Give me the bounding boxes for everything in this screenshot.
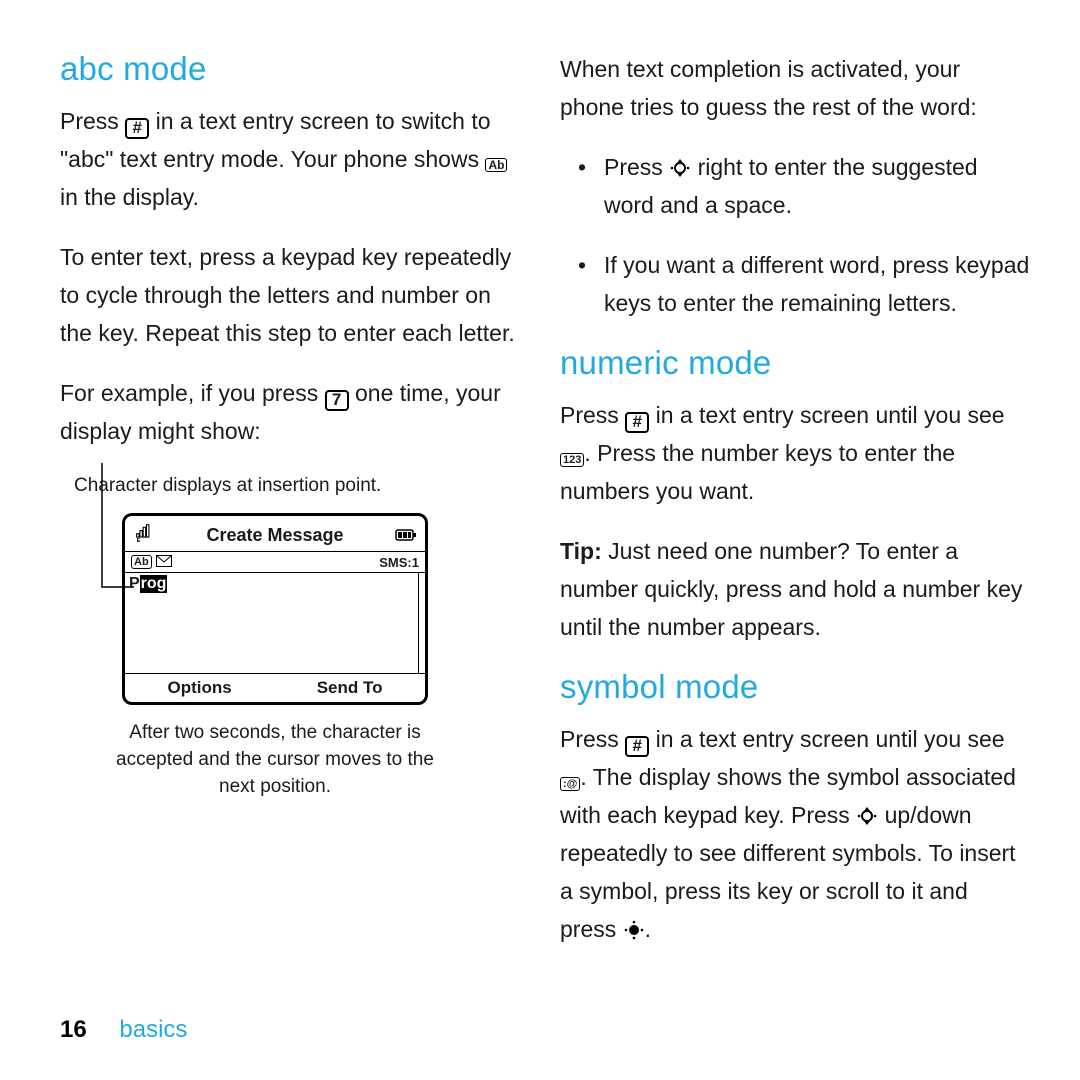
text: in a text entry screen until you see xyxy=(656,726,1005,752)
callout-line xyxy=(74,513,122,633)
hash-key-icon: # xyxy=(125,118,149,139)
softkey-left: Options xyxy=(167,678,231,698)
left-column: abc mode Press # in a text entry screen … xyxy=(60,50,520,970)
text: Press xyxy=(60,108,125,134)
signal-icon: E xyxy=(133,524,155,546)
heading-abc-mode: abc mode xyxy=(60,50,520,88)
right-column: When text completion is activated, your … xyxy=(560,50,1030,970)
section-name: basics xyxy=(119,1016,187,1043)
caption-bottom: After two seconds, the character is acce… xyxy=(110,719,440,800)
suggested-text: rog xyxy=(140,575,168,593)
ab-mode-icon: Ab xyxy=(485,158,507,172)
svg-text:E: E xyxy=(137,538,141,542)
text: Just need one number? To enter a number … xyxy=(560,538,1022,640)
numeric-mode-icon: 123 xyxy=(560,453,584,467)
para-abc-3: For example, if you press 7 one time, yo… xyxy=(60,374,520,450)
para-abc-1: Press # in a text entry screen to switch… xyxy=(60,102,520,216)
list-item: If you want a different word, press keyp… xyxy=(604,246,1030,322)
nav-ring-icon xyxy=(856,800,878,822)
typed-text: Prog xyxy=(129,575,167,593)
phone-screen: E Create Message Ab xyxy=(122,513,428,705)
heading-symbol-mode: symbol mode xyxy=(560,668,1030,706)
para-abc-2: To enter text, press a keypad key repeat… xyxy=(60,238,520,352)
typed-char: P xyxy=(129,575,140,593)
hash-key-icon: # xyxy=(625,736,649,757)
caption-top: Character displays at insertion point. xyxy=(74,472,520,499)
sms-counter: SMS:1 xyxy=(379,555,419,570)
text: in a text entry screen until you see xyxy=(656,402,1005,428)
page-number: 16 xyxy=(60,1016,87,1043)
nav-center-icon xyxy=(623,914,645,936)
para-symbol: Press # in a text entry screen until you… xyxy=(560,720,1030,948)
softkey-right: Send To xyxy=(317,678,383,698)
phone-figure: Character displays at insertion point. E… xyxy=(74,472,520,800)
page-footer: 16 basics xyxy=(60,1016,187,1044)
seven-key-icon: 7 xyxy=(325,390,349,411)
text: Press xyxy=(560,402,625,428)
phone-title: Create Message xyxy=(206,525,343,546)
text: in the display. xyxy=(60,184,199,210)
completion-list: Press right to enter the suggested word … xyxy=(560,148,1030,322)
battery-icon xyxy=(395,526,417,544)
msg-icon xyxy=(156,555,172,570)
para-tip: Tip: Just need one number? To enter a nu… xyxy=(560,532,1030,646)
para-completion-intro: When text completion is activated, your … xyxy=(560,50,1030,126)
tip-label: Tip: xyxy=(560,538,608,564)
symbol-mode-icon: :@ xyxy=(560,777,580,791)
ab-indicator-icon: Ab xyxy=(131,555,152,569)
text: . xyxy=(645,916,651,942)
text: For example, if you press xyxy=(60,380,325,406)
list-item: Press right to enter the suggested word … xyxy=(604,148,1030,224)
text: Press xyxy=(604,154,669,180)
text: . Press the number keys to enter the num… xyxy=(560,440,955,504)
nav-ring-icon xyxy=(669,152,691,174)
hash-key-icon: # xyxy=(625,412,649,433)
text: Press xyxy=(560,726,625,752)
heading-numeric-mode: numeric mode xyxy=(560,344,1030,382)
para-numeric: Press # in a text entry screen until you… xyxy=(560,396,1030,510)
